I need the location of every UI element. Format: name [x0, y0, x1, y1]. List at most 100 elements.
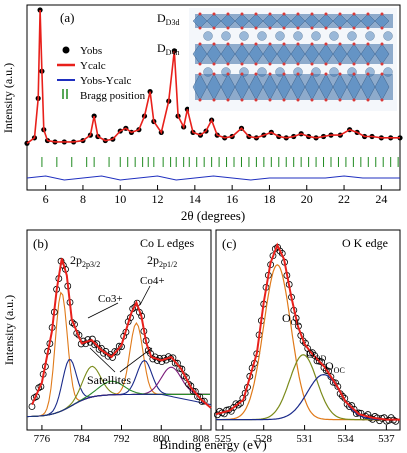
- oxygen-atom: [352, 12, 356, 16]
- diff-line: [26, 175, 400, 181]
- x-tick-label: 22: [338, 192, 350, 206]
- oxygen-atom: [338, 72, 342, 76]
- o-data-point: [339, 392, 346, 400]
- x-tick-label: 531: [296, 433, 313, 445]
- oxygen-atom: [310, 98, 314, 102]
- oxygen-atom: [226, 12, 230, 16]
- co-data-point: [194, 393, 201, 400]
- oxygen-atom: [310, 42, 314, 46]
- cation-atom: [221, 31, 231, 41]
- oxygen-atom: [338, 98, 342, 102]
- oxygen-atom: [296, 62, 300, 66]
- cation-atom: [203, 31, 213, 41]
- annotation-oc: OOC: [325, 359, 345, 375]
- oxygen-atom: [212, 98, 216, 102]
- cation-atom: [383, 31, 393, 41]
- panel-b-label: (b): [33, 236, 48, 251]
- o-data-point: [213, 411, 221, 419]
- cation-atom: [257, 31, 267, 41]
- oxygen-atom: [366, 42, 370, 46]
- oxygen-atom: [240, 72, 244, 76]
- oxygen-atom: [310, 26, 314, 30]
- x-tick-label: 537: [378, 433, 395, 445]
- oxygen-atom: [198, 62, 202, 66]
- annotation-2p32: 2p2p3/2: [70, 253, 100, 269]
- oxygen-atom: [240, 42, 244, 46]
- panel-c: 525 528 531 534 537 (c) O K edge OOL OOD OOC: [213, 229, 401, 445]
- oxygen-atom: [212, 26, 216, 30]
- legend-bragg-label: Bragg position: [80, 90, 146, 102]
- oxygen-atom: [240, 62, 244, 66]
- cation-atom: [239, 31, 249, 41]
- x-tick-label: 20: [301, 192, 313, 206]
- oxygen-atom: [268, 62, 272, 66]
- oxygen-atom: [282, 42, 286, 46]
- oxygen-atom: [282, 62, 286, 66]
- panel-c-label: (c): [222, 236, 236, 251]
- panel-b-frame: [26, 229, 212, 431]
- panel-a-ylabel: Intensity (a.u.): [1, 63, 15, 133]
- panel-a-legend: Yobs Ycalc Yobs-Ycalc Bragg position: [57, 45, 146, 102]
- annotation-co3: Co3+: [98, 293, 123, 305]
- annotation-co4: Co4+: [140, 275, 165, 287]
- co-data-point: [158, 358, 166, 366]
- panel-a-xlabel: 2θ (degrees): [181, 208, 245, 223]
- co-data-point: [198, 398, 206, 405]
- oxygen-atom: [296, 12, 300, 16]
- oxygen-atom: [254, 62, 258, 66]
- cation-atom: [311, 31, 321, 41]
- oxygen-atom: [380, 72, 384, 76]
- panel-c-x-ticks: 525 528 531 534 537: [215, 425, 395, 445]
- annotation-ol: OOL: [282, 311, 301, 327]
- panel-c-plot: [213, 242, 400, 425]
- x-tick-label: 18: [263, 192, 275, 206]
- oxygen-atom: [198, 42, 202, 46]
- cation-atom: [347, 31, 357, 41]
- shared-xlabel: Binding energy (eV): [159, 437, 266, 452]
- annotation-2p12-sub: 2p1/2: [159, 260, 177, 269]
- annotation-od: OOD: [306, 347, 326, 363]
- o-fit-line: [215, 242, 400, 421]
- panel-a: 6 8 10 12 14 16 18 20 22 24 (a) Intensity (a.u.) …: [1, 4, 403, 223]
- panel-a-frame: [26, 4, 401, 191]
- oxygen-atom: [254, 26, 258, 30]
- component-od: [216, 354, 399, 421]
- oxygen-atom: [240, 98, 244, 102]
- o-data-point: [220, 410, 228, 418]
- crystal-structure-inset: DD3d DD4h: [157, 8, 397, 111]
- oxygen-atom: [282, 98, 286, 102]
- o-data-point: [343, 400, 351, 408]
- oxygen-atom: [282, 12, 286, 16]
- oxygen-atom: [380, 26, 384, 30]
- oxygen-atom: [324, 98, 328, 102]
- oxygen-atom: [226, 26, 230, 30]
- oxygen-atom: [380, 98, 384, 102]
- oxygen-atom: [240, 26, 244, 30]
- oxygen-atom: [324, 12, 328, 16]
- oxygen-atom: [338, 62, 342, 66]
- oxygen-atom: [240, 12, 244, 16]
- x-tick-label: 800: [153, 433, 170, 445]
- cation-atom: [275, 31, 285, 41]
- oxygen-atom: [324, 62, 328, 66]
- oxygen-atom: [268, 12, 272, 16]
- oxygen-atom: [338, 26, 342, 30]
- oxygen-atom: [338, 12, 342, 16]
- oxygen-atom: [268, 42, 272, 46]
- x-tick-label: 24: [375, 192, 387, 206]
- oxygen-atom: [366, 98, 370, 102]
- x-tick-label: 6: [43, 192, 49, 206]
- oxygen-atom: [268, 72, 272, 76]
- co-data-point: [171, 359, 179, 367]
- oxygen-atom: [212, 72, 216, 76]
- oxygen-atom: [282, 72, 286, 76]
- oxygen-atom: [352, 42, 356, 46]
- oxygen-atom: [254, 42, 258, 46]
- cation-atom: [293, 31, 303, 41]
- oxygen-atom: [366, 62, 370, 66]
- inset-label-d3d: DD3d: [157, 11, 179, 27]
- annotation-oc-sub: OC: [334, 366, 345, 375]
- oxygen-atom: [352, 72, 356, 76]
- x-tick-label: 8: [80, 192, 86, 206]
- oxygen-atom: [296, 26, 300, 30]
